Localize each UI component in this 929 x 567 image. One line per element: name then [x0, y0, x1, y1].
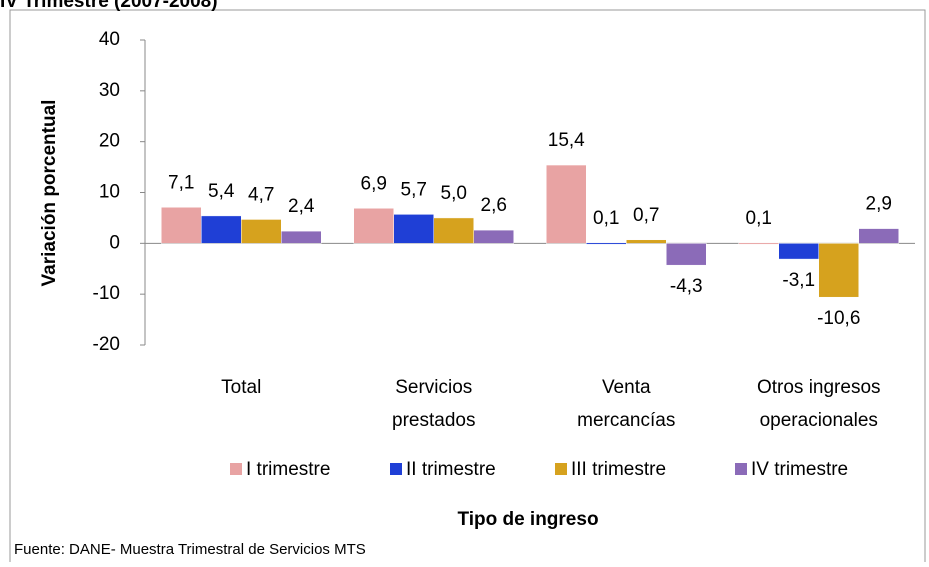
legend-label: I trimestre — [246, 459, 330, 480]
legend-swatch — [390, 463, 402, 475]
data-label: -3,1 — [782, 270, 815, 291]
data-label: 2,9 — [866, 194, 892, 215]
data-label: -10,6 — [817, 308, 860, 329]
bar — [433, 217, 474, 244]
y-tick-label: 30 — [99, 80, 120, 101]
y-tick-label: -20 — [93, 334, 120, 355]
legend-swatch — [230, 463, 242, 475]
y-tick-label: 40 — [99, 29, 120, 50]
legend-swatch — [555, 463, 567, 475]
y-tick-label: 0 — [109, 232, 120, 253]
legend-swatch — [735, 463, 747, 475]
x-tick-label: Total — [221, 377, 261, 398]
data-label: 2,4 — [288, 196, 315, 217]
bar — [281, 230, 322, 244]
data-label: 5,0 — [441, 183, 467, 204]
data-label: 4,7 — [248, 184, 274, 205]
data-label: -4,3 — [670, 276, 703, 297]
source: Fuente: DANE- Muestra Trimestral de Serv… — [14, 541, 366, 558]
data-label: 0,7 — [633, 205, 659, 226]
legend-label: II trimestre — [406, 459, 496, 480]
bar — [473, 229, 514, 244]
chart-title: IV Trimestre (2007-2008) — [0, 0, 218, 12]
data-label: 7,1 — [168, 172, 194, 193]
bar — [393, 214, 434, 244]
bar — [546, 164, 587, 244]
bar — [818, 243, 859, 298]
bar — [161, 206, 202, 244]
bar — [858, 228, 899, 244]
bar — [241, 219, 282, 244]
x-tick-label: prestados — [392, 410, 475, 431]
x-tick-label: Servicios — [395, 377, 472, 398]
legend-label: IV trimestre — [751, 459, 848, 480]
bar — [778, 243, 819, 260]
x-tick-label: Otros ingresos — [757, 377, 881, 398]
data-label: 2,6 — [481, 195, 507, 216]
y-tick-label: 10 — [99, 182, 120, 203]
y-tick-label: -10 — [93, 283, 120, 304]
data-label: 6,9 — [361, 173, 387, 194]
bar — [353, 208, 394, 244]
bar — [626, 239, 667, 244]
bar — [201, 215, 242, 244]
y-tick-label: 20 — [99, 131, 120, 152]
y-axis-label: Variación porcentual — [39, 100, 60, 287]
data-label: 5,4 — [208, 181, 235, 202]
bar — [738, 242, 779, 245]
bar — [586, 242, 627, 245]
data-label: 0,1 — [593, 208, 619, 229]
data-label: 5,7 — [401, 179, 427, 200]
bar — [666, 243, 707, 266]
x-tick-label: Venta — [602, 377, 651, 398]
legend-label: III trimestre — [571, 459, 666, 480]
data-label: 0,1 — [746, 208, 772, 229]
x-tick-label: operacionales — [760, 410, 878, 431]
x-tick-label: mercancías — [577, 410, 675, 431]
x-axis-label: Tipo de ingreso — [457, 509, 598, 530]
chart-frame — [9, 9, 926, 567]
data-label: 15,4 — [548, 130, 585, 151]
